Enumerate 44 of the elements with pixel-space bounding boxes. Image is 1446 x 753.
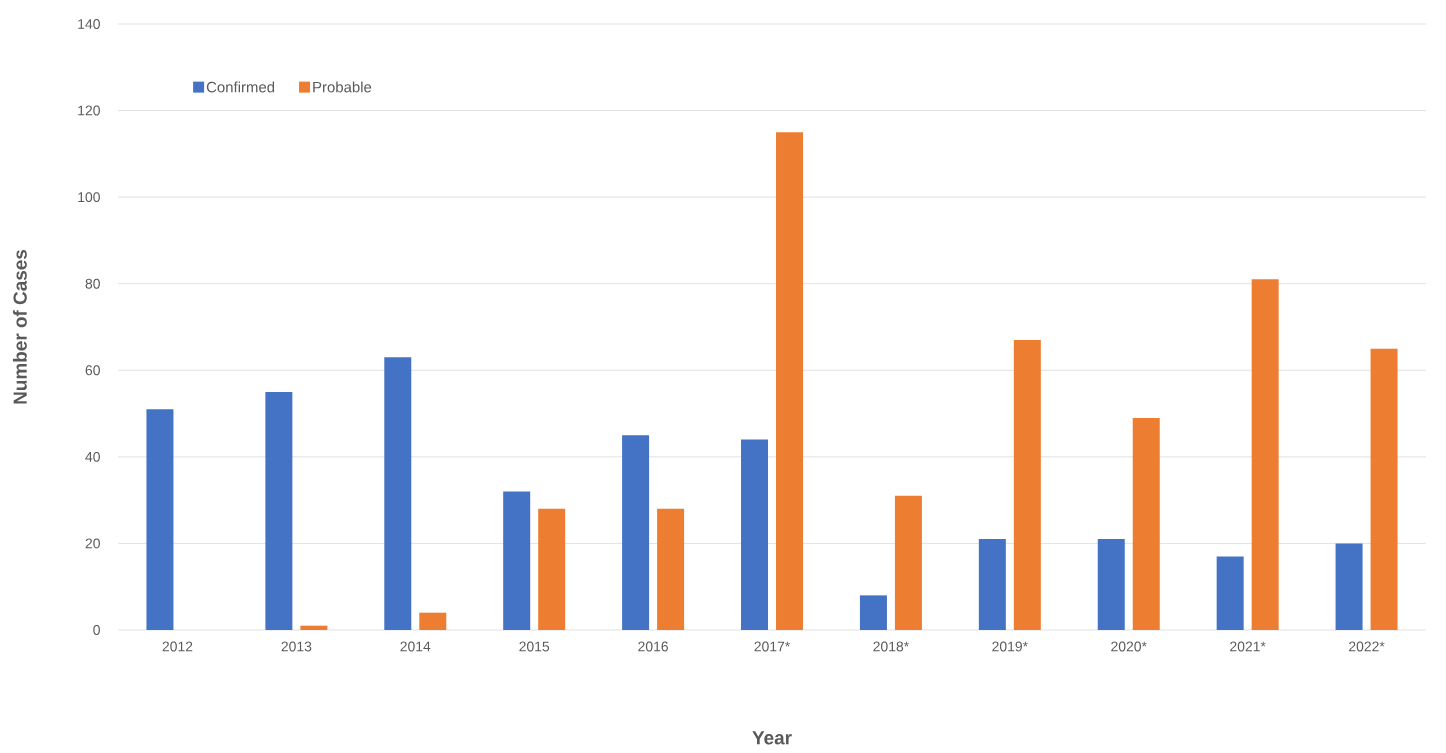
bar: [657, 508, 685, 630]
x-tick-label: 2020*: [1111, 641, 1147, 652]
x-tick-label: 2019*: [992, 641, 1028, 652]
bar: [384, 357, 412, 630]
legend-label: Probable: [313, 81, 372, 93]
y-tick-label: 120: [78, 105, 100, 116]
y-tick-label: 40: [85, 451, 100, 462]
x-axis-title: Year: [752, 731, 792, 745]
y-tick-label: 80: [85, 278, 100, 289]
x-tick-label: 2013: [281, 641, 312, 652]
y-tick-label: 0: [93, 625, 100, 635]
bar: [1013, 339, 1041, 630]
x-tick-label: 2018*: [873, 641, 909, 652]
x-tick-label: 2021*: [1230, 641, 1266, 652]
bar: [300, 625, 328, 630]
bar: [265, 391, 293, 630]
bar: [538, 508, 566, 630]
legend-label: Confirmed: [206, 81, 275, 93]
bar: [1132, 417, 1160, 630]
bar: [1097, 539, 1125, 630]
bar: [859, 595, 887, 630]
bar: [1370, 348, 1398, 630]
bar: [1251, 279, 1279, 630]
bar: [776, 132, 804, 630]
x-tick-label: 2016: [638, 641, 668, 652]
x-tick-label: 2022*: [1349, 641, 1385, 652]
bar: [146, 409, 174, 630]
x-tick-label: 2014: [400, 641, 431, 652]
bar: [894, 495, 922, 630]
bar: [978, 539, 1006, 630]
x-tick-label: 2012: [162, 641, 193, 652]
bar: [503, 491, 531, 630]
y-tick-label: 20: [85, 538, 100, 549]
bar: [1335, 543, 1363, 630]
y-axis-title: Number of Cases: [12, 249, 27, 404]
bar: [419, 612, 447, 630]
bar: [622, 435, 650, 630]
y-tick-label: 140: [78, 19, 100, 29]
y-tick-label: 60: [85, 365, 100, 376]
x-tick-label: 2017*: [754, 641, 791, 652]
bar: [741, 439, 769, 630]
bar: [1216, 556, 1244, 630]
y-tick-label: 100: [78, 192, 100, 203]
x-tick-label: 2015: [519, 641, 550, 652]
